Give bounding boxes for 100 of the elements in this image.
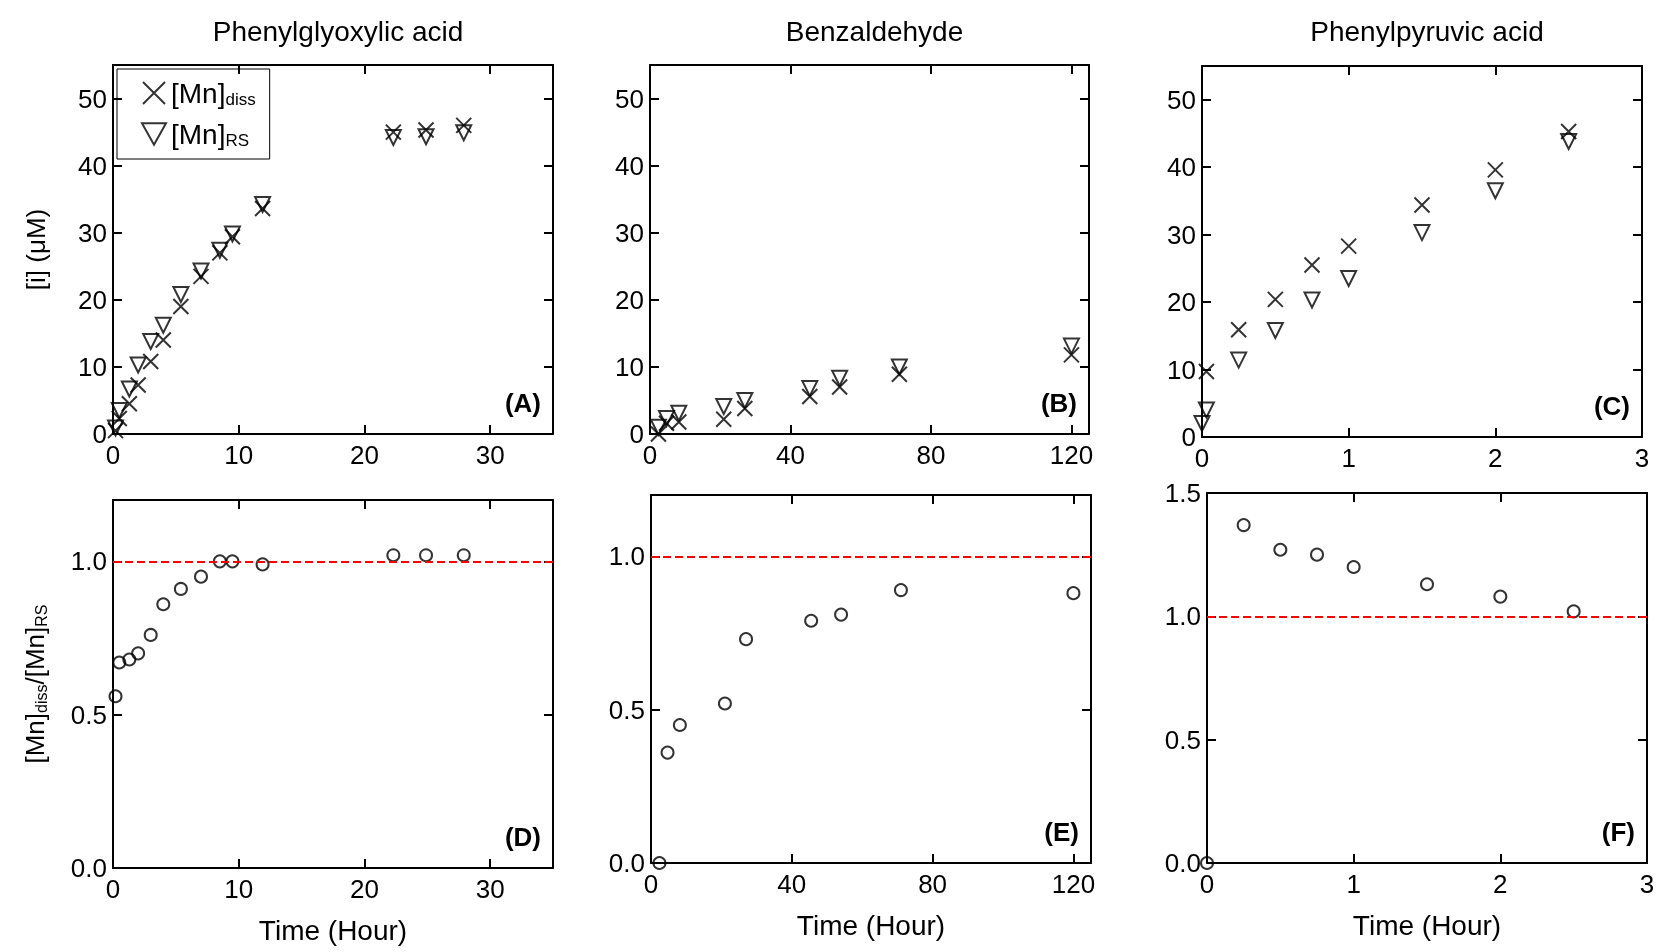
point (1413, 224, 1431, 242)
point (417, 128, 435, 146)
point (154, 331, 172, 349)
point (129, 376, 147, 394)
y-tick-label: 20 (1167, 287, 1196, 318)
point (156, 597, 171, 612)
x-tick-label: 40 (777, 869, 807, 899)
point (194, 569, 208, 584)
point (801, 379, 819, 397)
x-tick-label: 10 (224, 874, 254, 904)
point (1303, 256, 1321, 274)
point (1236, 518, 1251, 533)
point (172, 285, 190, 303)
y-tick-label: 30 (615, 217, 644, 248)
point (142, 332, 160, 350)
point (120, 380, 138, 398)
point (142, 353, 160, 371)
point (225, 554, 240, 569)
y-tick-label: 1.0 (608, 541, 645, 572)
point (255, 557, 270, 572)
y-tick-label: 10 (615, 351, 644, 382)
y-tick-label: 40 (78, 150, 107, 181)
annotation: (B) (1040, 388, 1077, 418)
point (649, 418, 667, 436)
y-tick-label: 0.5 (70, 699, 107, 730)
point (131, 646, 146, 661)
y-axis-title: [i] (μM) (21, 208, 51, 291)
point (112, 655, 127, 670)
x-tick-label: 80 (918, 869, 948, 899)
x-axis-title: Time (Hour) (796, 909, 946, 941)
point (129, 356, 147, 374)
x-tick-label: 20 (349, 874, 379, 904)
point (1266, 290, 1284, 308)
x-tick-label: 80 (916, 440, 946, 470)
annotation: (A) (504, 388, 541, 418)
point (1486, 161, 1504, 179)
x-tick-label: 120 (1049, 440, 1094, 470)
point (110, 410, 128, 428)
point (1303, 291, 1321, 309)
point (834, 607, 849, 622)
point (652, 856, 667, 870)
point (831, 369, 849, 387)
y-tick-label: 50 (615, 83, 644, 114)
y-tick-label: 40 (1167, 152, 1196, 183)
chart-title: Phenylpyruvic acid (1310, 15, 1544, 47)
point (1413, 196, 1431, 214)
y-tick-label: 0.0 (608, 848, 645, 878)
point (384, 128, 402, 146)
point (736, 400, 754, 418)
point (120, 395, 138, 413)
point (670, 413, 688, 431)
point (455, 116, 473, 134)
y-tick-label: 20 (615, 284, 644, 315)
y-tick-label: 1.5 (1164, 478, 1201, 508)
point (893, 583, 908, 598)
annotation: (E) (1044, 817, 1080, 847)
x-tick-label: 20 (349, 440, 379, 470)
point (1420, 577, 1434, 592)
x-tick-label: 3 (1634, 443, 1650, 473)
chart-title: Phenylglyoxylic acid (212, 15, 464, 47)
point (1560, 133, 1578, 151)
point (386, 548, 401, 563)
point (1486, 182, 1504, 200)
x-axis-title: Time (Hour) (1352, 909, 1502, 941)
annotation: (C) (1593, 391, 1630, 421)
y-tick-label: 0 (92, 419, 107, 449)
x-tick-label: 30 (475, 874, 505, 904)
point (1197, 401, 1215, 419)
point (672, 718, 687, 732)
x-tick-label: 30 (475, 440, 505, 470)
point (658, 414, 676, 432)
point (1062, 337, 1080, 355)
point (212, 554, 227, 569)
x-tick-label: 120 (1051, 869, 1096, 899)
point (384, 123, 402, 141)
y-tick-label: 1.0 (70, 546, 107, 577)
x-tick-label: 2 (1488, 443, 1503, 473)
point (1200, 856, 1214, 870)
annotation: (F) (1601, 817, 1635, 847)
point (1230, 351, 1248, 369)
x-axis-title: Time (Hour) (258, 914, 408, 946)
point (1346, 560, 1361, 574)
y-tick-label: 40 (615, 150, 644, 181)
x-tick-label: 2 (1493, 869, 1508, 899)
point (801, 387, 819, 405)
annotation: (D) (504, 822, 541, 852)
point (831, 378, 849, 396)
point (254, 196, 272, 214)
point (110, 402, 128, 420)
point (670, 404, 688, 422)
point (172, 298, 190, 316)
point (804, 613, 819, 628)
point (143, 627, 158, 642)
y-tick-label: 1.0 (1164, 601, 1201, 632)
point (1066, 586, 1081, 601)
point (715, 397, 733, 415)
point (173, 581, 188, 596)
point (254, 200, 272, 218)
y-tick-label: 50 (78, 83, 107, 114)
point (1062, 346, 1080, 364)
